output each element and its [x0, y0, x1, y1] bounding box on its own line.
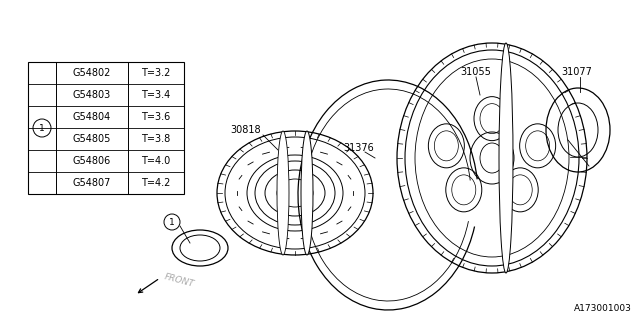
Text: T=3.2: T=3.2 — [141, 68, 171, 78]
Text: G54806: G54806 — [73, 156, 111, 166]
Text: T=3.6: T=3.6 — [141, 112, 171, 122]
Text: T=3.4: T=3.4 — [141, 90, 171, 100]
Text: T=4.2: T=4.2 — [141, 178, 171, 188]
Text: G54807: G54807 — [73, 178, 111, 188]
Text: 1: 1 — [169, 218, 175, 227]
Text: A173001003: A173001003 — [574, 304, 632, 313]
Text: G54802: G54802 — [73, 68, 111, 78]
Text: T=4.0: T=4.0 — [141, 156, 171, 166]
Bar — [28, 62, 184, 194]
Text: 31376: 31376 — [343, 143, 374, 153]
Text: T=3.8: T=3.8 — [141, 134, 171, 144]
Text: G54804: G54804 — [73, 112, 111, 122]
Text: 31055: 31055 — [460, 67, 491, 77]
Ellipse shape — [277, 131, 289, 255]
Text: G54803: G54803 — [73, 90, 111, 100]
Text: 1: 1 — [39, 124, 45, 132]
Ellipse shape — [301, 131, 313, 255]
Text: FRONT: FRONT — [163, 273, 195, 289]
Text: 31077: 31077 — [561, 67, 592, 77]
Text: 30818: 30818 — [230, 125, 260, 135]
Ellipse shape — [499, 43, 513, 273]
Text: G54805: G54805 — [73, 134, 111, 144]
